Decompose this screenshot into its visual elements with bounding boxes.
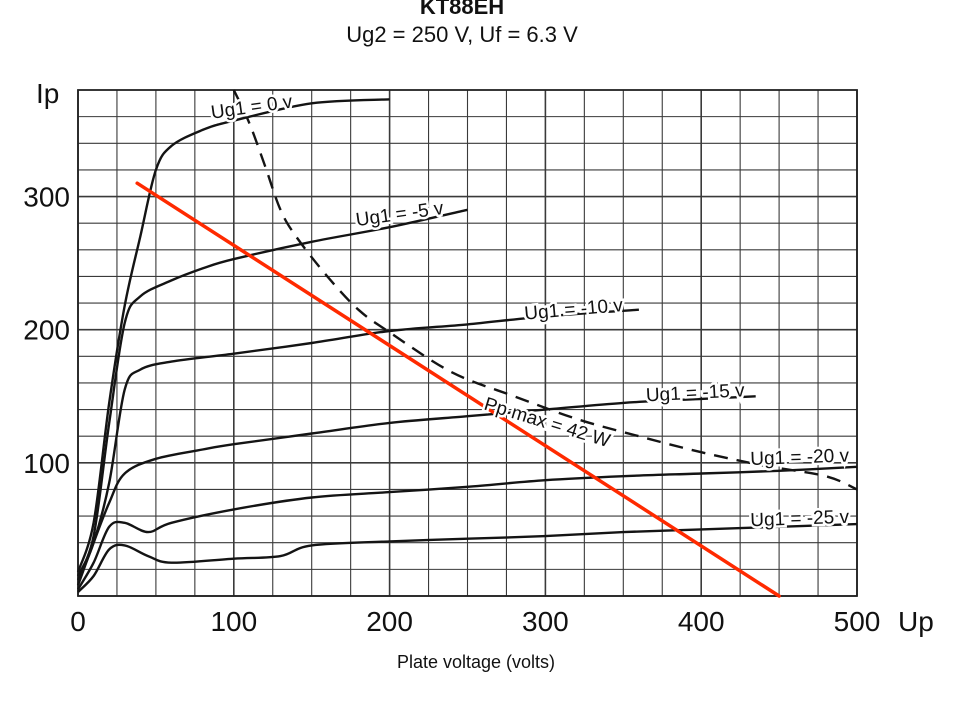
y-tick-label: 300	[23, 182, 70, 213]
series-label: Ug1 = -20 v	[750, 446, 850, 470]
x-tick-label: 0	[70, 606, 86, 637]
x-tick-label: 300	[522, 606, 569, 637]
x-axis-label: Plate voltage (volts)	[397, 652, 555, 672]
x-tick-label: 100	[210, 606, 257, 637]
series-label: Ug1 = -10 v	[524, 295, 625, 325]
series-curves	[76, 89, 858, 598]
x-axis-name: Up	[898, 606, 934, 637]
chart-subtitle: Ug2 = 250 V, Uf = 6.3 V	[346, 22, 578, 47]
grid	[77, 89, 858, 597]
chart-title: KT88EH	[420, 0, 504, 19]
curve-ug1-1	[76, 208, 468, 577]
x-tick-label: 200	[366, 606, 413, 637]
y-axis-name: Ip	[36, 78, 59, 109]
y-tick-label: 100	[23, 448, 70, 479]
curve-ug1-2	[76, 308, 639, 581]
curve-ug1-0	[76, 98, 390, 573]
axis-ticks: 0 100 200 300 400 500 100 200 300	[23, 182, 880, 637]
series-label: Ug1 = -25 v	[750, 507, 850, 531]
series-label: Ug1 = 0 v	[210, 91, 294, 123]
plot-frame	[77, 89, 858, 597]
series-label: Ug1 = -15 v	[645, 380, 745, 406]
curve-ug1-4	[76, 465, 858, 590]
curve-ug1-3	[76, 395, 756, 586]
load-line	[135, 181, 781, 598]
pp-max-curve	[232, 89, 858, 491]
x-tick-label: 400	[678, 606, 725, 637]
x-tick-label: 500	[834, 606, 881, 637]
y-tick-label: 200	[23, 315, 70, 346]
